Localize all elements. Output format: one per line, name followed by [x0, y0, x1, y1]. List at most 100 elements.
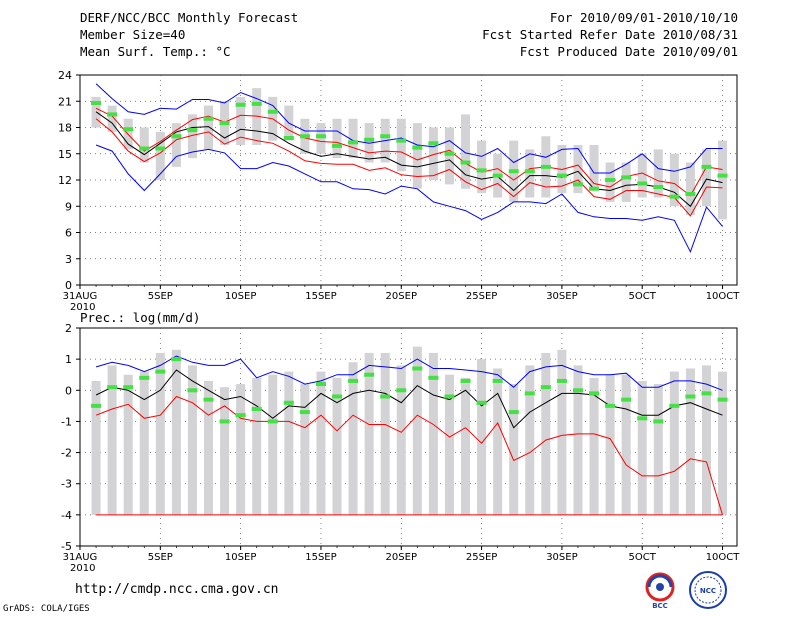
prec-ensemble-box [284, 371, 294, 515]
temp-ensemble-box [637, 153, 647, 198]
prec-ensemble-box [380, 352, 390, 515]
temp-series-mean [95, 111, 723, 208]
temp-xtick-label: 2010 [70, 302, 95, 313]
temp-observed-marker [556, 173, 567, 178]
temp-observed-marker [171, 134, 182, 139]
temp-observed-marker [283, 136, 294, 140]
prec-observed-marker [492, 378, 503, 383]
prec-observed-marker [203, 397, 214, 402]
site-url[interactable]: http://cmdp.ncc.cma.gov.cn [75, 582, 279, 597]
temp-observed-marker [685, 192, 696, 196]
temp-ytick-label: 15 [58, 148, 72, 161]
temp-observed-marker [637, 181, 648, 186]
prec-ytick-label: -1 [61, 415, 72, 428]
prec-ensemble-box [139, 371, 149, 515]
temp-ensemble-box [428, 127, 438, 180]
prec-ensemble-box [637, 380, 647, 515]
prec-xtick-label: 31AUG [63, 552, 98, 563]
prec-observed-marker [653, 419, 664, 424]
prec-ensemble-box [316, 371, 326, 515]
prec-ytick-label: 1 [65, 353, 72, 366]
prec-ensemble-box [461, 377, 471, 515]
prec-ensemble-box [589, 377, 599, 515]
prec-xtick-label: 5SEP [148, 552, 173, 563]
prec-ensemble-box [364, 352, 374, 515]
prec-ensemble-box [204, 380, 214, 515]
prec-ensemble-box [332, 377, 342, 515]
temp-xtick-label: 31AUG [63, 291, 98, 302]
temp-observed-marker [139, 146, 150, 151]
prec-ensemble-box [428, 352, 438, 515]
prec-xtick-label: 20SEP [386, 552, 417, 563]
temp-observed-marker [428, 141, 439, 146]
prec-observed-marker [155, 369, 166, 374]
prec-ensemble-box [252, 377, 262, 515]
temp-series-min [95, 144, 723, 254]
temp-series-mean-minus-sd [95, 118, 723, 217]
temp-observed-marker [460, 160, 471, 165]
temp-xtick-label: 5OCT [629, 291, 657, 302]
prec-observed-marker [91, 403, 102, 408]
prec-ensemble-box [573, 365, 583, 515]
temp-observed-marker [364, 137, 375, 142]
temp-ensemble-box [236, 96, 246, 145]
temp-ensemble-box [573, 145, 583, 194]
temp-observed-marker [669, 194, 680, 199]
prec-ensemble-box [509, 384, 519, 515]
prec-observed-marker [171, 357, 182, 362]
prec-observed-marker [540, 385, 551, 390]
temp-xtick-label: 5SEP [148, 291, 173, 302]
temp-observed-marker [219, 121, 230, 126]
temp-ytick-label: 0 [65, 279, 72, 292]
prec-ensemble-box [525, 365, 535, 515]
temp-ensemble-box [669, 153, 679, 207]
temp-ensemble-box [444, 127, 454, 185]
prec-ensemble-box [396, 365, 406, 515]
prec-observed-marker [348, 378, 359, 383]
prec-observed-marker [412, 366, 423, 371]
prec-observed-marker [107, 385, 118, 390]
temp-xtick-label: 10OCT [706, 291, 741, 302]
variable-label: Mean Surf. Temp.: °C [80, 44, 231, 59]
prec-xtick-label: 30SEP [546, 552, 577, 563]
bcc-logo: BCC [645, 572, 675, 610]
temp-observed-marker [476, 168, 487, 173]
prec-ensemble-box [187, 365, 197, 515]
prec-ytick-label: 0 [65, 384, 72, 397]
temp-ensemble-box [396, 118, 406, 172]
temp-ensemble-box [139, 127, 149, 163]
temp-series-mean-plus-sd [95, 107, 723, 197]
prec-ytick-label: -2 [61, 447, 72, 460]
prec-observed-marker [685, 394, 696, 399]
prec-ensemble-box [493, 368, 503, 515]
prec-ytick-label: -3 [61, 478, 72, 491]
prec-ensemble-box [718, 371, 728, 515]
prec-observed-marker [380, 394, 391, 399]
prec-ensemble-box [685, 368, 695, 515]
temp-observed-marker [235, 102, 246, 107]
prec-observed-marker [428, 375, 439, 380]
prec-observed-marker [251, 406, 262, 411]
temp-xtick-label: 30SEP [546, 291, 577, 302]
prec-xtick-label: 25SEP [466, 552, 497, 563]
temp-ytick-label: 21 [58, 95, 72, 108]
prec-observed-marker [508, 410, 519, 415]
prec-xtick-label: 2010 [70, 563, 95, 574]
prec-xtick-label: 15SEP [305, 552, 336, 563]
temp-ensemble-box [605, 162, 615, 202]
prec-observed-marker [621, 397, 632, 402]
prec-ensemble-box [107, 365, 117, 515]
temp-ensemble-box [685, 162, 695, 215]
prec-ensemble-box [477, 359, 487, 515]
prec-observed-marker [299, 410, 310, 415]
temp-observed-marker [123, 127, 134, 132]
temp-observed-marker [251, 101, 262, 106]
bcc-logo-text: BCC [652, 602, 668, 610]
temp-ytick-label: 24 [58, 69, 72, 82]
temp-xtick-label: 15SEP [305, 291, 336, 302]
prec-ensemble-box [123, 374, 133, 515]
prec-observed-marker [669, 403, 680, 408]
prec-series-mean-minus-sd [95, 395, 723, 516]
prec-ensemble-box [348, 362, 358, 515]
